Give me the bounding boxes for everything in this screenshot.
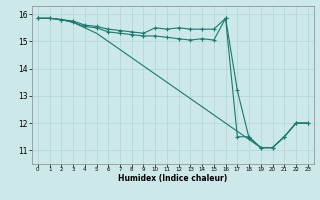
X-axis label: Humidex (Indice chaleur): Humidex (Indice chaleur) (118, 174, 228, 183)
